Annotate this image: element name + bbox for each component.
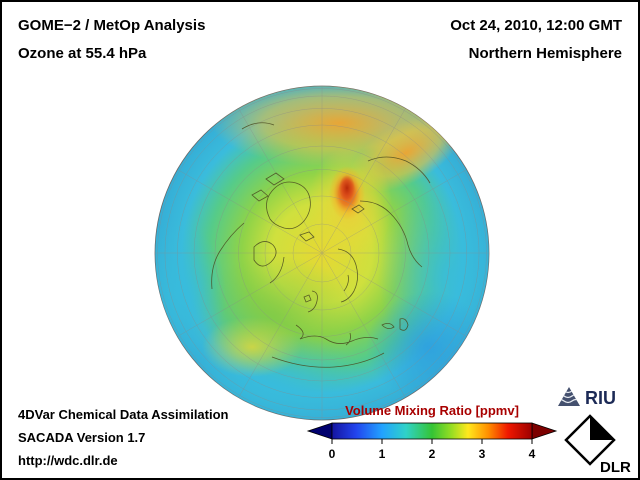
riu-logo-text: RIU [585,388,616,408]
coast-britain [303,290,318,313]
header-left: GOME−2 / MetOp Analysis Ozone at 55.4 hP… [18,12,205,68]
coast-hudson-bay [253,241,277,267]
coast-scandinavia [337,248,358,303]
globe-svg [154,85,490,421]
plot-title: GOME−2 / MetOp Analysis [18,17,206,34]
riu-triangle-icon [558,387,580,406]
coast-arctic-islands [251,172,285,202]
tick-label-3: 3 [479,447,486,461]
dlr-logo-svg: DLR [564,414,631,476]
coast-svalbard [351,204,365,214]
colorbar-left-arrow [306,422,333,440]
coast-alaska [241,122,275,130]
dlr-logo: DLR [562,412,634,476]
coast-north-america [211,222,285,290]
graticule [155,86,489,420]
tick-label-4: 4 [529,447,536,461]
globe-map [154,85,490,421]
ozone-hotspot-core [339,175,355,201]
credit-line-assimilation: 4DVar Chemical Data Assimilation [18,407,229,422]
colorbar: 0 1 2 3 4 [302,420,562,466]
ozone-field [155,86,489,420]
coast-black-caspian [381,318,409,331]
colorbar-svg: 0 1 2 3 4 [306,422,558,461]
tick-label-1: 1 [379,447,386,461]
ozone-blue-patch [366,291,489,403]
coast-greenland [266,181,311,230]
coast-siberia [359,156,431,268]
credit-line-version: SACADA Version 1.7 [18,430,146,445]
tick-label-2: 2 [429,447,436,461]
colorbar-tick-marks [331,439,533,444]
coast-north-africa [271,352,385,368]
header-right: Oct 24, 2010, 12:00 GMT Northern Hemisph… [450,12,622,68]
ozone-cyan-patch-left [155,220,226,370]
riu-logo-svg: RIU [558,387,616,408]
coast-iceland [299,231,315,242]
plot-date: Oct 24, 2010, 12:00 GMT [450,17,622,34]
colorbar-right-arrow [531,422,558,440]
coastlines [211,122,431,368]
riu-logo: RIU [554,382,634,410]
coast-europe-med [295,324,379,346]
footer-credits: 4DVar Chemical Data Assimilation SACADA … [18,403,229,472]
dlr-wing-icon [590,416,614,440]
colorbar-gradient-bar [331,422,533,440]
plot-region: Northern Hemisphere [468,45,622,62]
tick-label-0: 0 [329,447,336,461]
colorbar-tick-labels: 0 1 2 3 4 [329,447,536,461]
colorbar-title: Volume Mixing Ratio [ppmv] [345,403,519,418]
credit-line-url: http://wdc.dlr.de [18,453,118,468]
plot-subtitle: Ozone at 55.4 hPa [18,45,147,62]
dlr-logo-text: DLR [600,459,631,476]
